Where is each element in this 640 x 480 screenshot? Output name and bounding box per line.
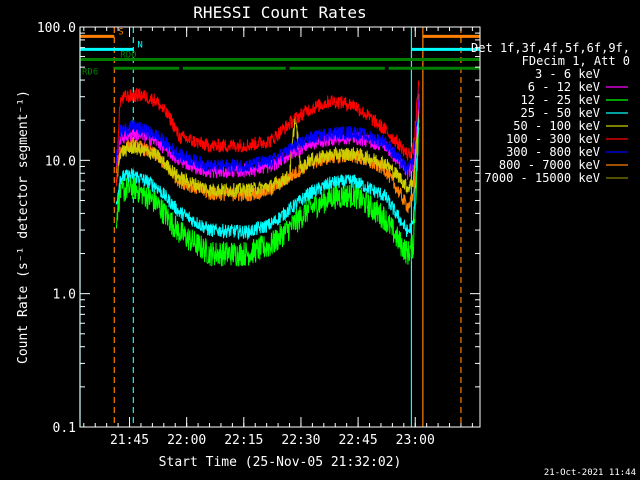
legend-entry-label: 300 - 800 keV — [506, 145, 600, 159]
y-tick-label: 10.0 — [45, 154, 76, 169]
footer-timestamp: 21-Oct-2021 11:44 — [544, 468, 636, 478]
legend-entry-label: 800 - 7000 keV — [499, 158, 600, 172]
flag-label: RD6 — [82, 67, 98, 77]
series-line-6 — [115, 89, 420, 175]
legend-entry-label: 3 - 6 keV — [535, 67, 600, 81]
x-tick-label: 21:45 — [110, 433, 149, 448]
series-line-3 — [115, 117, 420, 241]
series-line-0 — [115, 101, 420, 267]
x-tick-label: 22:00 — [167, 433, 206, 448]
x-tick-label: 22:15 — [224, 433, 263, 448]
legend-entry-label: 50 - 100 keV — [513, 119, 600, 133]
chart-title: RHESSI Count Rates — [193, 3, 366, 22]
legend-entry-label: 100 - 300 keV — [506, 132, 600, 146]
legend-header-2: FDecim 1, Att 0 — [522, 54, 630, 68]
series-line-4 — [115, 100, 420, 198]
y-tick-label: 0.1 — [53, 421, 76, 436]
x-tick-label: 22:30 — [281, 433, 320, 448]
flag-label: RD0 — [120, 51, 136, 61]
legend-entry-label: 12 - 25 keV — [521, 93, 600, 107]
flag-label: S — [118, 27, 123, 37]
x-tick-label: 22:45 — [339, 433, 378, 448]
plot-frame — [79, 26, 481, 428]
series-layer — [115, 80, 420, 267]
legend-header-1: Det 1f,3f,4f,5f,6f,9f, — [471, 41, 630, 55]
series-line-5 — [115, 80, 420, 187]
y-axis-label: Count Rate (s⁻¹ detector segment⁻¹) — [16, 90, 31, 364]
flag-label: N — [137, 40, 142, 50]
y-axis: 0.1 1.0 10.0 100.0 — [37, 21, 480, 436]
y-tick-label: 100.0 — [37, 21, 76, 36]
y-tick-label: 1.0 — [53, 288, 76, 303]
x-axis: 21:45 22:00 22:15 22:30 22:45 23:00 — [83, 27, 473, 448]
x-axis-label: Start Time (25-Nov-05 21:32:02) — [159, 455, 402, 470]
legend-entry-label: 7000 - 15000 keV — [484, 171, 600, 185]
legend: Det 1f,3f,4f,5f,6f,9f, FDecim 1, Att 0 3… — [471, 41, 630, 185]
legend-entry-label: 6 - 12 keV — [528, 80, 600, 94]
series-line-2 — [115, 127, 420, 267]
legend-entry-label: 25 - 50 keV — [521, 106, 600, 120]
x-tick-label: 23:00 — [396, 433, 435, 448]
